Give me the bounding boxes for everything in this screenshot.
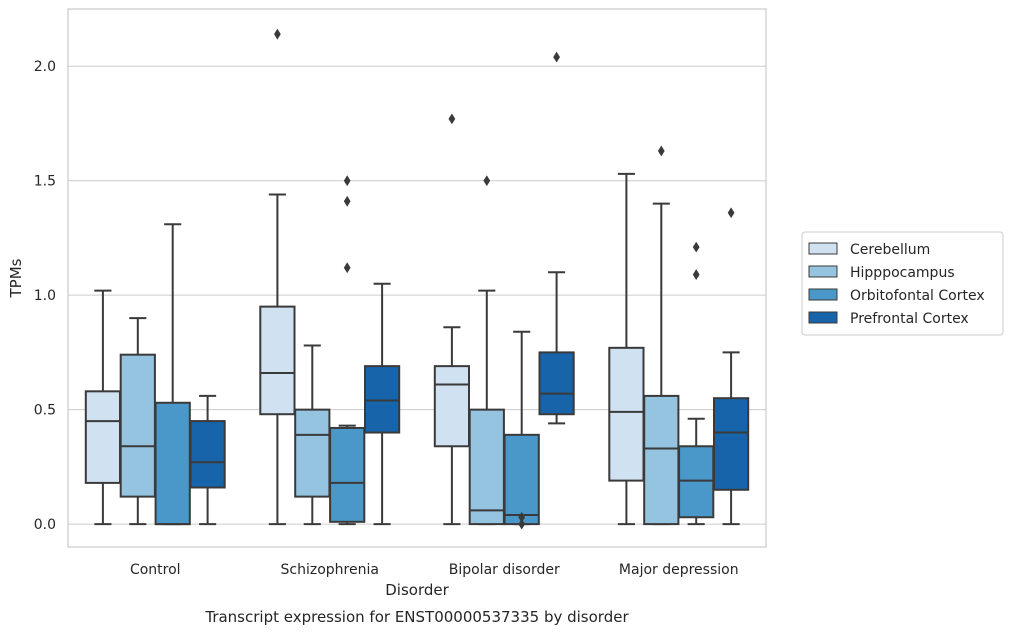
outlier-point [274,28,281,40]
x-tick-label-schizophrenia: Schizophrenia [281,562,379,578]
x-tick-label-bipolar-disorder: Bipolar disorder [449,562,560,578]
legend-swatch-prefrontal-cortex [808,311,838,324]
box-cerebellum-schizophrenia [259,28,296,526]
legend-swatch-hipppocampus [808,265,838,278]
box-prefrontal-cortex-major-depression [712,207,750,526]
box-hipppocampus-major-depression [643,145,680,526]
box-orbitofontal-cortex-schizophrenia [329,175,366,526]
chart-caption: Transcript expression for ENST0000053733… [204,608,629,626]
y-tick-label: 0.5 [34,403,56,419]
box-iqr [608,346,645,482]
box-iqr [189,420,226,489]
legend-swatch-cerebellum [808,242,838,255]
outlier-point [343,262,351,274]
x-axis-label: Disorder [385,581,449,599]
outlier-point [448,113,456,125]
outlier-point [657,145,665,157]
box-iqr [363,365,401,434]
box-groups [84,28,750,530]
box-iqr [294,408,331,498]
outlier-point [343,175,351,187]
legend-label-hipppocampus: Hipppocampus [850,265,955,281]
box-iqr [259,305,296,416]
box-prefrontal-cortex-schizophrenia [363,282,401,526]
box-cerebellum-major-depression [608,172,645,526]
plot-frame [67,8,767,548]
y-tick-label: 0.0 [34,517,56,533]
legend-label-cerebellum: Cerebellum [850,242,930,258]
legend-label-prefrontal-cortex: Prefrontal Cortex [850,311,969,327]
box-iqr [329,426,366,523]
y-tick-label: 2.0 [34,59,56,75]
legend-frame [801,231,1004,336]
outlier-point [692,269,700,280]
box-iqr [84,390,122,484]
box-iqr [154,401,191,526]
outlier-point [553,51,560,63]
y-tick-label: 1.5 [34,174,56,190]
y-tick-label: 1.0 [34,288,56,304]
box-cerebellum-bipolar-disorder [433,113,471,526]
y-axis-label: TPMs [7,258,25,298]
box-iqr [468,408,505,526]
legend-label-orbitofontal-cortex: Orbitofontal Cortex [850,288,985,304]
box-hipppocampus-control [119,317,156,526]
x-tick-labels: Control Schizophrenia Bipolar disorder Majo… [130,562,739,578]
box-orbitofontal-cortex-bipolar-disorder [503,330,540,530]
box-cerebellum-control [84,289,122,526]
box-iqr [643,394,680,526]
outlier-point [692,241,700,253]
x-tick-label-control: Control [130,562,181,578]
box-orbitofontal-cortex-major-depression [678,241,715,526]
x-tick-label-major-depression: Major depression [619,562,739,578]
box-iqr [712,397,750,491]
y-tick-labels: 0.0 0.5 1.0 1.5 2.0 [34,59,56,533]
box-iqr [119,353,156,498]
outlier-point [518,511,526,523]
box-iqr [433,365,471,448]
box-iqr [678,445,715,519]
outlier-point [343,195,351,207]
outlier-point [483,175,491,187]
legend: Cerebellum Hipppocampus Orbitofontal Corte… [801,231,1004,336]
box-iqr [538,351,575,416]
box-iqr [503,433,540,526]
box-prefrontal-cortex-bipolar-disorder [538,51,575,425]
legend-swatch-orbitofontal-cortex [808,288,838,301]
box-hipppocampus-bipolar-disorder [468,175,505,526]
box-prefrontal-cortex-control [189,394,226,526]
outlier-point [727,207,735,219]
outlier-point [518,518,526,530]
